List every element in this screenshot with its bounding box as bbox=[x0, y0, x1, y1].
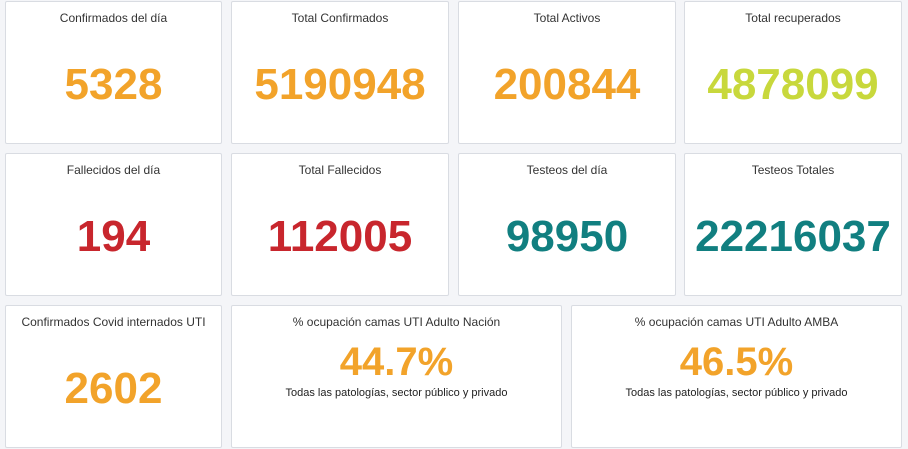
card-title: Fallecidos del día bbox=[66, 163, 161, 177]
card-title: Testeos del día bbox=[526, 163, 608, 177]
card-title: Total recuperados bbox=[745, 11, 841, 25]
card-subtitle: Todas las patologías, sector público y p… bbox=[285, 387, 508, 399]
card-value: 5328 bbox=[64, 60, 163, 109]
card-testeos-totales: Testeos Totales 22216037 bbox=[684, 153, 902, 296]
card-ocupacion-nacion: % ocupación camas UTI Adulto Nación 44.7… bbox=[231, 305, 562, 448]
card-title: Confirmados del día bbox=[59, 11, 168, 25]
card-title: Testeos Totales bbox=[751, 163, 835, 177]
card-fallecidos-del-dia: Fallecidos del día 194 bbox=[5, 153, 222, 296]
card-value: 44.7% bbox=[339, 340, 454, 384]
card-value: 4878099 bbox=[707, 60, 879, 109]
card-total-recuperados: Total recuperados 4878099 bbox=[684, 1, 902, 144]
card-testeos-del-dia: Testeos del día 98950 bbox=[458, 153, 676, 296]
card-value: 46.5% bbox=[679, 340, 794, 384]
card-title: Total Confirmados bbox=[291, 11, 389, 25]
card-title: Confirmados Covid internados UTI bbox=[21, 315, 206, 329]
card-subtitle: Todas las patologías, sector público y p… bbox=[625, 387, 848, 399]
card-value: 112005 bbox=[267, 212, 413, 261]
card-value: 98950 bbox=[505, 212, 629, 261]
card-title: % ocupación camas UTI Adulto AMBA bbox=[634, 315, 839, 329]
card-total-fallecidos: Total Fallecidos 112005 bbox=[231, 153, 449, 296]
card-title: Total Fallecidos bbox=[298, 163, 382, 177]
card-value: 200844 bbox=[493, 60, 641, 109]
card-title: Total Activos bbox=[533, 11, 601, 25]
card-value: 5190948 bbox=[254, 60, 426, 109]
card-value: 22216037 bbox=[695, 212, 891, 261]
card-value: 2602 bbox=[64, 364, 163, 413]
card-title: % ocupación camas UTI Adulto Nación bbox=[292, 315, 501, 329]
card-total-activos: Total Activos 200844 bbox=[458, 1, 676, 144]
card-internados-uti: Confirmados Covid internados UTI 2602 bbox=[5, 305, 222, 448]
card-ocupacion-amba: % ocupación camas UTI Adulto AMBA 46.5% … bbox=[571, 305, 902, 448]
card-total-confirmados: Total Confirmados 5190948 bbox=[231, 1, 449, 144]
card-confirmados-del-dia: Confirmados del día 5328 bbox=[5, 1, 222, 144]
card-value: 194 bbox=[76, 212, 151, 261]
